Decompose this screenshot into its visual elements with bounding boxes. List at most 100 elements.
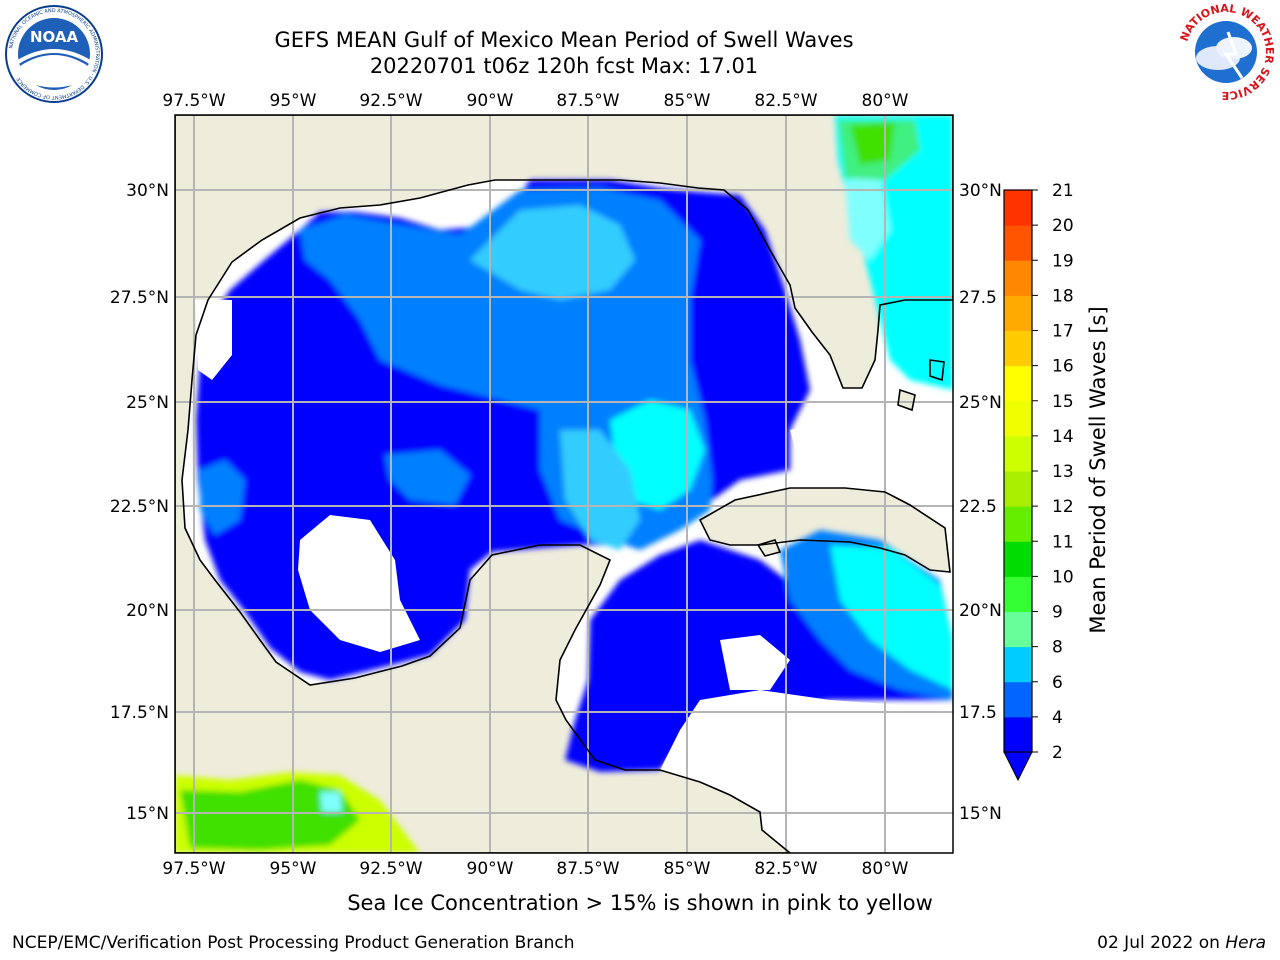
- longitude-tick-label: 97.5°W: [162, 91, 225, 111]
- no-data-holes: [195, 300, 953, 820]
- longitude-tick-label: 90°W: [467, 91, 514, 111]
- latitude-tick-label: 22.5°N: [110, 497, 169, 517]
- chart-title: GEFS MEAN Gulf of Mexico Mean Period of …: [274, 28, 854, 52]
- hole-caribbean-east: [660, 690, 953, 820]
- longitude-tick-label: 95°W: [270, 859, 317, 879]
- cuba-land: [700, 488, 950, 572]
- latitude-tick-label: 15°N: [126, 804, 169, 824]
- coastline: [175, 115, 953, 853]
- coastline: [756, 539, 782, 557]
- latitude-tick-label: 20°N: [959, 601, 1002, 621]
- colorbar-band: [1004, 225, 1032, 261]
- longitude-ticks-bottom: 97.5°W 95°W 92.5°W 90°W 87.5°W 85°W 82.5°W 80°W: [162, 859, 908, 879]
- longitude-tick-label: 87.5°W: [556, 91, 619, 111]
- field-gulf-6-8-south: [610, 400, 705, 510]
- date-stamp: 02 Jul 2022 on Hera: [1097, 933, 1266, 953]
- colorbar-band: [1004, 471, 1032, 507]
- colorbar-band: [1004, 611, 1032, 648]
- colorbar-tick-label: 18: [1052, 286, 1074, 306]
- longitude-tick-label: 80°W: [862, 91, 909, 111]
- lat-lon-grid: [175, 115, 953, 853]
- longitude-tick-label: 97.5°W: [162, 859, 225, 879]
- colorbar-band: [1004, 435, 1032, 472]
- field-atl-10-12: [850, 122, 895, 165]
- colorbar-band: [1004, 646, 1032, 683]
- colorbar-tick-label: 6: [1052, 673, 1063, 693]
- latitude-tick-label: 27.5°N: [110, 288, 169, 308]
- noaa-logo-icon: NOAA NATIONAL OCEANIC AND ATMOSPHERIC AD…: [5, 5, 103, 103]
- longitude-tick-label: 90°W: [467, 859, 514, 879]
- colorbar-extend-arrow: [1003, 751, 1033, 782]
- longitude-tick-label: 82.5°W: [754, 859, 817, 879]
- field-carib-6-8: [830, 545, 953, 690]
- colorbar-tick-label: 14: [1052, 427, 1074, 447]
- longitude-tick-label: 95°W: [270, 91, 317, 111]
- field-gulf-6-8-yucatan: [560, 430, 640, 550]
- longitude-tick-label: 85°W: [664, 91, 711, 111]
- colorbar-band: [1004, 681, 1032, 718]
- colorbar-tick-label: 16: [1052, 357, 1074, 377]
- colorbar-tick-label: 21: [1052, 181, 1074, 201]
- colorbar-tick-label: 2: [1052, 743, 1063, 763]
- hole-caribbean-middle: [720, 635, 790, 690]
- latitude-ticks-left: 30°N 27.5°N 25°N 22.5°N 20°N 17.5°N 15°N: [110, 181, 169, 824]
- colorbar-band: [1004, 190, 1032, 226]
- field-pacific-8-9: [320, 792, 342, 812]
- credit-line: NCEP/EMC/Verification Post Processing Pr…: [12, 933, 575, 953]
- longitude-tick-label: 82.5°W: [754, 91, 817, 111]
- coastline: [698, 487, 951, 573]
- latitude-tick-label: 20°N: [126, 601, 169, 621]
- colorbar-tick-label: 20: [1052, 216, 1074, 236]
- field-pacific-10-12: [180, 780, 360, 850]
- colorbar: 2 4 6 8 9 10 11 12 13 14 15 16 17 18 19 20 21: [1003, 181, 1074, 782]
- latitude-ticks-right: 30°N 27.5 25°N 22.5 20°N 17.5 15°N: [959, 181, 1002, 824]
- colorbar-tick-label: 9: [1052, 603, 1063, 623]
- chart-subtitle: 20220701 t06z 120h fcst Max: 17.01: [369, 54, 759, 78]
- colorbar-tick-label: 11: [1052, 532, 1074, 552]
- map-plot-area: [175, 115, 953, 853]
- colorbar-band: [1004, 295, 1032, 331]
- latitude-tick-label: 30°N: [959, 181, 1002, 201]
- colorbar-band: [1004, 716, 1032, 753]
- date-text: 02 Jul 2022 on: [1097, 933, 1226, 953]
- hole-bay-of-campeche: [298, 515, 420, 652]
- field-atl-8-9: [845, 175, 890, 260]
- coastline: [897, 359, 945, 412]
- colorbar-band: [1004, 330, 1032, 367]
- colorbar-tick-label: 15: [1052, 392, 1074, 412]
- longitude-ticks-top: 97.5°W 95°W 92.5°W 90°W 87.5°W 85°W 82.5°W 80°W: [162, 91, 908, 111]
- longitude-tick-label: 87.5°W: [556, 859, 619, 879]
- hole-caribbean-northeast: [790, 420, 880, 480]
- latitude-tick-label: 15°N: [959, 804, 1002, 824]
- latitude-tick-label: 25°N: [959, 393, 1002, 413]
- longitude-tick-label: 92.5°W: [359, 91, 422, 111]
- latitude-tick-label: 27.5: [959, 288, 997, 308]
- hole-west-coast: [195, 300, 232, 380]
- colorbar-tick-label: 17: [1052, 322, 1074, 342]
- longitude-tick-label: 85°W: [664, 859, 711, 879]
- field-gulf-4-6-center: [385, 450, 470, 505]
- colorbar-band: [1004, 400, 1032, 437]
- colorbar-band: [1004, 506, 1032, 542]
- sea-ice-note: Sea Ice Concentration > 15% is shown in …: [347, 891, 933, 915]
- longitude-tick-label: 80°W: [862, 859, 909, 879]
- latitude-tick-label: 17.5: [959, 703, 997, 723]
- noaa-logo-text: NOAA: [30, 28, 79, 46]
- colorbar-band: [1004, 541, 1032, 577]
- map-frame: [174, 114, 954, 854]
- latitude-tick-label: 25°N: [126, 393, 169, 413]
- field-gulf-4-6-west: [200, 460, 245, 535]
- nws-logo-icon: NATIONAL WEATHER SERVICE: [1178, 2, 1276, 102]
- colorbar-tick-label: 10: [1052, 567, 1074, 587]
- coastlines: [175, 115, 953, 853]
- colorbar-tick-label: 4: [1052, 708, 1063, 728]
- host-name: Hera: [1225, 933, 1266, 953]
- latitude-tick-label: 17.5°N: [110, 703, 169, 723]
- longitude-tick-label: 92.5°W: [359, 859, 422, 879]
- colorbar-label: Mean Period of Swell Waves [s]: [1086, 306, 1110, 633]
- latitude-tick-label: 22.5: [959, 497, 997, 517]
- colorbar-band: [1004, 260, 1032, 296]
- latitude-tick-label: 30°N: [126, 181, 169, 201]
- colorbar-tick-label: 12: [1052, 497, 1074, 517]
